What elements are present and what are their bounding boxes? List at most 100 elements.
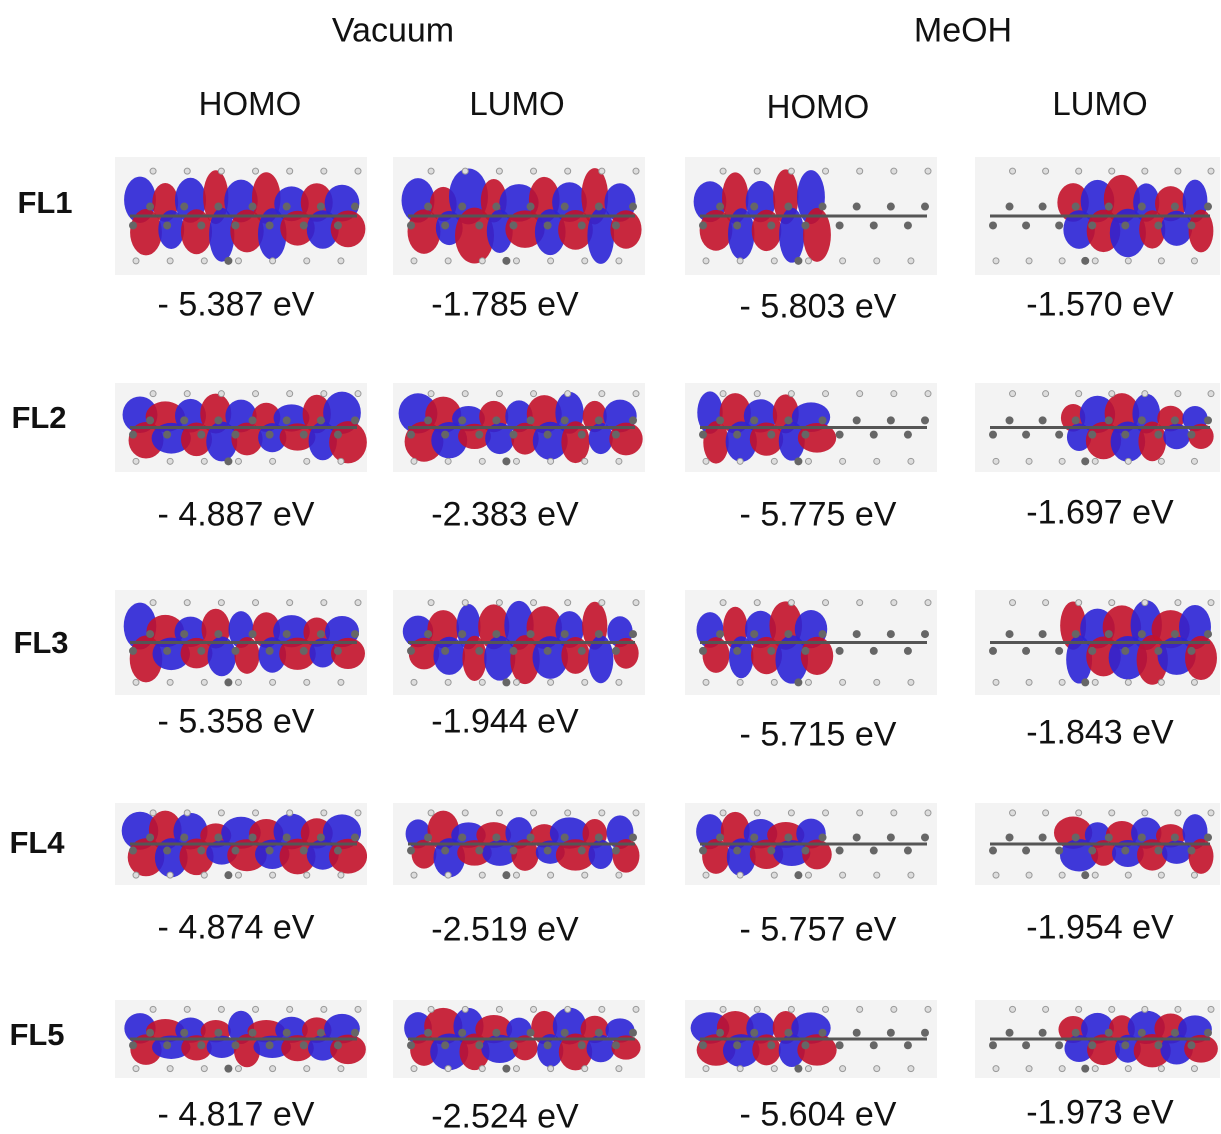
atom (805, 679, 811, 685)
atom (1006, 1029, 1014, 1037)
orbital-image (115, 157, 367, 275)
atom (492, 833, 500, 841)
atom (249, 203, 257, 211)
atom (235, 258, 241, 264)
atom (1187, 221, 1195, 229)
atom (1171, 203, 1179, 211)
atom (870, 221, 878, 229)
atom (1055, 647, 1063, 655)
atom (287, 1006, 293, 1012)
atom (870, 1041, 878, 1049)
atom (270, 458, 276, 464)
atom (561, 416, 569, 424)
atom (1187, 431, 1195, 439)
atom (1204, 1029, 1212, 1037)
atom (509, 847, 517, 855)
atom (561, 203, 569, 211)
atom (1022, 221, 1030, 229)
atom (1121, 221, 1129, 229)
atom (716, 416, 724, 424)
atom (458, 416, 466, 424)
atom (531, 1006, 537, 1012)
atom (214, 1029, 222, 1037)
atom (351, 1029, 359, 1037)
atom (1092, 872, 1098, 878)
atom (771, 458, 777, 464)
atom (428, 168, 434, 174)
atom (836, 221, 844, 229)
atom (231, 647, 239, 655)
atom (599, 600, 605, 606)
energy-label: - 4.887 eV (158, 496, 315, 535)
atom (612, 647, 620, 655)
atom (1105, 203, 1113, 211)
atom (445, 872, 451, 878)
atom (133, 258, 139, 264)
atom (819, 416, 827, 424)
atom (616, 1066, 622, 1072)
atom (496, 391, 502, 397)
atom (304, 872, 310, 878)
atom (509, 221, 517, 229)
atom (1109, 1006, 1115, 1012)
atom (411, 458, 417, 464)
atom (1076, 600, 1082, 606)
atom (1026, 1066, 1032, 1072)
atom (720, 1006, 726, 1012)
atom (1006, 630, 1014, 638)
atom (733, 221, 741, 229)
atom (1125, 458, 1131, 464)
energy-label: - 4.874 eV (158, 909, 315, 948)
atom (1088, 221, 1096, 229)
atom (321, 168, 327, 174)
orbital-image (975, 590, 1220, 695)
atom (767, 1041, 775, 1049)
atom (1010, 1006, 1016, 1012)
orbital-image (685, 383, 937, 472)
atom (629, 416, 637, 424)
atom (496, 810, 502, 816)
atom (1121, 431, 1129, 439)
atom (857, 600, 863, 606)
atom (925, 810, 931, 816)
atom (904, 1041, 912, 1049)
atom (201, 872, 207, 878)
atom (1026, 258, 1032, 264)
atom (253, 810, 259, 816)
atom (595, 203, 603, 211)
atom (720, 391, 726, 397)
atom (180, 416, 188, 424)
atom (737, 1066, 743, 1072)
atom (184, 1006, 190, 1012)
atom (921, 630, 929, 638)
atom (235, 1066, 241, 1072)
atom (283, 833, 291, 841)
atom (616, 258, 622, 264)
atom (887, 203, 895, 211)
atom (1171, 833, 1179, 841)
atom (993, 1066, 999, 1072)
atom (633, 168, 639, 174)
atom (1158, 458, 1164, 464)
atom (163, 1041, 171, 1049)
atom (1072, 833, 1080, 841)
atom (1076, 1006, 1082, 1012)
atom (599, 1006, 605, 1012)
atom (218, 810, 224, 816)
atom (300, 847, 308, 855)
atom (1059, 679, 1065, 685)
atom (874, 458, 880, 464)
atom (784, 203, 792, 211)
atom (287, 810, 293, 816)
atom (857, 391, 863, 397)
atom (133, 679, 139, 685)
atom (129, 647, 137, 655)
atom (1204, 416, 1212, 424)
energy-label: -2.524 eV (431, 1098, 578, 1134)
row-label: FL4 (9, 825, 64, 861)
atom (355, 600, 361, 606)
atom (767, 647, 775, 655)
column-header: HOMO (767, 88, 870, 126)
atom (1010, 168, 1016, 174)
atom (750, 833, 758, 841)
